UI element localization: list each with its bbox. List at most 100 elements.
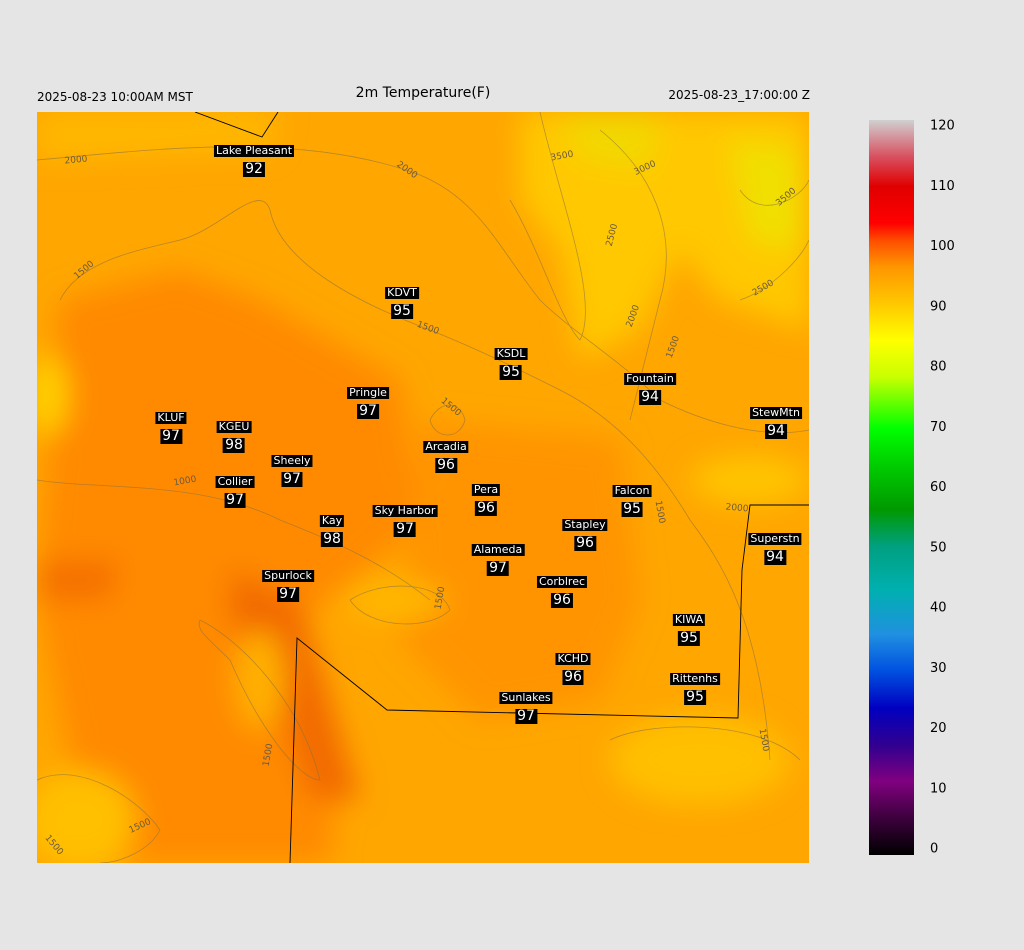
station: KGEU 98 — [216, 415, 252, 453]
station: Superstn 94 — [748, 527, 802, 565]
colorbar-tick-label: 10 — [930, 781, 947, 796]
station-name: Spurlock — [262, 569, 314, 582]
station-temp: 96 — [475, 500, 497, 516]
station: KLUF 97 — [155, 406, 187, 444]
station: Sheely 97 — [271, 449, 313, 487]
colorbar-tick-label: 40 — [930, 601, 947, 616]
station: KCHD 96 — [555, 647, 591, 685]
contour-label: 1000 — [173, 475, 198, 489]
station: StewMtn 94 — [750, 401, 802, 439]
station-name: Pera — [471, 483, 501, 496]
colorbar-tick-label: 120 — [930, 119, 955, 134]
station: Sunlakes 97 — [499, 686, 553, 724]
station-temp: 96 — [562, 669, 584, 685]
contour-label: 1500 — [434, 586, 448, 611]
station: Pringle 97 — [347, 381, 389, 419]
station-name: Sunlakes — [499, 691, 553, 704]
colorbar-tick-label: 50 — [930, 540, 947, 555]
colorbar — [869, 120, 914, 855]
station-name: Sky Harbor — [372, 504, 438, 517]
colorbar-tick-label: 100 — [930, 239, 955, 254]
station-temp: 95 — [684, 689, 706, 705]
station-name: KCHD — [555, 652, 591, 665]
station-name: Rittenhs — [670, 672, 720, 685]
station-temp: 92 — [243, 161, 265, 177]
colorbar-tick-label: 80 — [930, 360, 947, 375]
station-name: Arcadia — [423, 440, 469, 453]
station-temp: 94 — [764, 549, 786, 565]
station: Stapley 96 — [562, 513, 608, 551]
valid-time: 2025-08-23 10:00AM MST — [37, 90, 193, 104]
contour-label: 1500 — [262, 743, 276, 768]
station-temp: 95 — [621, 501, 643, 517]
station: KIWA 95 — [672, 608, 706, 646]
station: Lake Pleasant 92 — [213, 139, 295, 177]
station-name: KDVT — [385, 286, 419, 299]
station: Kay 98 — [319, 509, 345, 547]
station-name: Superstn — [748, 532, 802, 545]
station-temp: 97 — [487, 560, 509, 576]
station-name: Alameda — [471, 543, 525, 556]
station-temp: 96 — [435, 457, 457, 473]
station-name: Falcon — [612, 484, 652, 497]
station-temp: 94 — [765, 423, 787, 439]
station-temp: 98 — [223, 437, 245, 453]
contour-label: 1500 — [757, 728, 771, 753]
station: Alameda 97 — [471, 538, 525, 576]
station-name: Sheely — [271, 454, 313, 467]
station-temp: 97 — [394, 521, 416, 537]
station: Spurlock 97 — [262, 564, 314, 602]
colorbar-tick-label: 30 — [930, 661, 947, 676]
station-temp: 97 — [277, 586, 299, 602]
station-name: Fountain — [624, 372, 676, 385]
station: Pera 96 — [471, 478, 501, 516]
station-name: Pringle — [347, 386, 389, 399]
station: Corblrec 96 — [536, 570, 588, 608]
station-temp: 97 — [281, 471, 303, 487]
station-temp: 98 — [321, 531, 343, 547]
station: Sky Harbor 97 — [372, 499, 438, 537]
station-name: StewMtn — [750, 406, 802, 419]
station-name: Stapley — [562, 518, 608, 531]
station-name: Kay — [319, 514, 345, 527]
colorbar-tick-label: 0 — [930, 842, 938, 857]
station-temp: 94 — [639, 389, 661, 405]
station-temp: 95 — [500, 364, 522, 380]
station: Fountain 94 — [624, 367, 676, 405]
station-name: KSDL — [494, 347, 528, 360]
station-temp: 96 — [551, 592, 573, 608]
station-name: Corblrec — [536, 575, 588, 588]
station-temp: 96 — [574, 535, 596, 551]
contour-label: 2000 — [725, 503, 749, 515]
colorbar-tick-label: 90 — [930, 299, 947, 314]
colorbar-tick-label: 20 — [930, 721, 947, 736]
station: Falcon 95 — [612, 479, 652, 517]
station-temp: 95 — [678, 630, 700, 646]
station: KDVT 95 — [385, 281, 419, 319]
station-temp: 97 — [357, 403, 379, 419]
contour-label: 3500 — [550, 150, 575, 164]
station-name: KIWA — [672, 613, 706, 626]
contour-label: 2000 — [64, 154, 88, 166]
utc-time: 2025-08-23_17:00:00 Z — [668, 88, 810, 102]
station: Rittenhs 95 — [670, 667, 720, 705]
map-title: 2m Temperature(F) — [355, 85, 491, 101]
contour-label: 1500 — [653, 500, 667, 525]
station-temp: 97 — [515, 708, 537, 724]
colorbar-tick-label: 110 — [930, 179, 955, 194]
temperature-field — [37, 112, 809, 863]
station-temp: 95 — [391, 303, 413, 319]
station: KSDL 95 — [494, 342, 528, 380]
station-name: KGEU — [216, 420, 252, 433]
station-name: Lake Pleasant — [213, 144, 295, 157]
station: Arcadia 96 — [423, 435, 469, 473]
station-temp: 97 — [160, 428, 182, 444]
station: Collier 97 — [215, 470, 255, 508]
colorbar-tick-label: 70 — [930, 420, 947, 435]
station-temp: 97 — [224, 492, 246, 508]
colorbar-tick-label: 60 — [930, 480, 947, 495]
station-name: KLUF — [155, 411, 187, 424]
station-name: Collier — [215, 475, 255, 488]
